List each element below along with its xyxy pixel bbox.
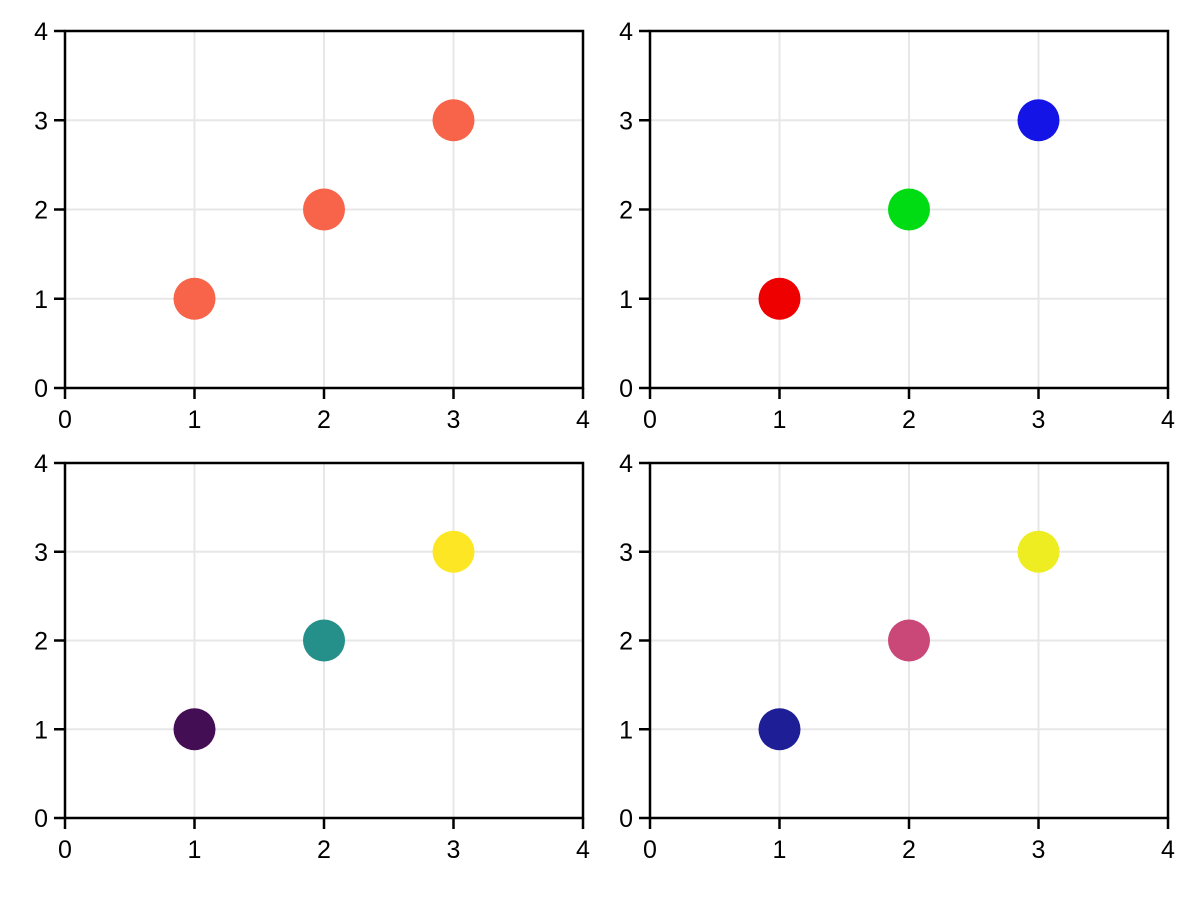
scatter-point	[1017, 99, 1060, 142]
axes-frame	[648, 461, 1170, 820]
x-tick-label: 1	[773, 836, 787, 864]
y-tick-label: 0	[619, 375, 633, 403]
subplot-bottom-left-scatter: 0 1 2 3 4 0 1 2 3 4	[34, 450, 590, 864]
x-tick-label: 3	[1032, 836, 1046, 864]
subplot-top-right-scatter: 0 1 2 3 4 0 1 2 3 4	[619, 18, 1175, 434]
y-tick-label: 1	[619, 286, 633, 314]
y-tick-label: 2	[619, 197, 633, 225]
y-tick-label: 0	[34, 375, 48, 403]
y-tick-label: 3	[34, 539, 48, 567]
y-tick-label: 2	[34, 197, 48, 225]
x-tick-label: 3	[1032, 406, 1046, 434]
scatter-point	[888, 619, 930, 662]
scatter-point	[758, 708, 801, 751]
scatter-point	[432, 99, 475, 142]
y-tick-label: 1	[619, 716, 633, 744]
y-tick-label: 4	[619, 18, 633, 46]
x-tick-label: 4	[576, 406, 590, 434]
x-tick-label: 4	[1161, 406, 1175, 434]
scatter-point	[888, 188, 930, 231]
axes-frame	[648, 29, 1170, 390]
x-tick-label: 2	[317, 406, 331, 434]
y-tick-label: 4	[34, 450, 48, 478]
scatter-point	[303, 188, 345, 231]
x-tick-label: 0	[58, 836, 72, 864]
y-tick-label: 2	[619, 628, 633, 656]
x-tick-label: 4	[1161, 836, 1175, 864]
y-tick-label: 0	[619, 805, 633, 833]
y-tick-label: 4	[34, 18, 48, 46]
x-tick-label: 4	[576, 836, 590, 864]
y-tick-label: 3	[619, 107, 633, 135]
subplot-top-left-scatter: 0 1 2 3 4 0 1 2 3 4	[34, 18, 590, 434]
scatter-point	[1017, 530, 1060, 573]
axes-frame	[63, 29, 585, 390]
axes-frame	[63, 461, 585, 820]
scatter-point	[432, 530, 475, 573]
scatter-point	[173, 277, 216, 320]
x-tick-label: 3	[447, 406, 461, 434]
x-tick-label: 1	[773, 406, 787, 434]
y-tick-label: 1	[34, 286, 48, 314]
y-tick-label: 3	[34, 107, 48, 135]
subplot-bottom-right-scatter: 0 1 2 3 4 0 1 2 3 4	[619, 450, 1175, 864]
x-tick-label: 1	[188, 836, 202, 864]
y-tick-label: 0	[34, 805, 48, 833]
y-tick-label: 1	[34, 716, 48, 744]
x-tick-label: 0	[643, 406, 657, 434]
scatter-point	[173, 708, 216, 751]
scatter-point	[758, 277, 801, 320]
scatter-point	[303, 619, 345, 662]
x-tick-label: 0	[58, 406, 72, 434]
x-tick-label: 2	[902, 406, 916, 434]
y-tick-label: 2	[34, 628, 48, 656]
y-tick-label: 3	[619, 539, 633, 567]
x-tick-label: 2	[317, 836, 331, 864]
x-tick-label: 1	[188, 406, 202, 434]
x-tick-label: 2	[902, 836, 916, 864]
x-tick-label: 0	[643, 836, 657, 864]
x-tick-label: 3	[447, 836, 461, 864]
y-tick-label: 4	[619, 450, 633, 478]
